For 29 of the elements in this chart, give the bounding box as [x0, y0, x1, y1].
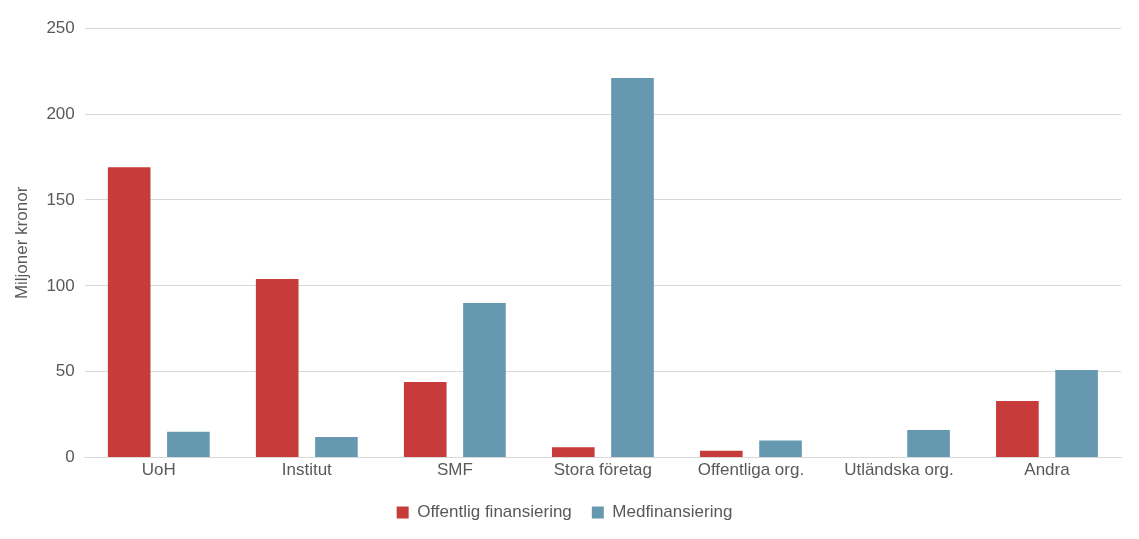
- bar: [699, 450, 743, 458]
- x-tick-label: Stora företag: [553, 460, 653, 480]
- y-axis-title: Miljoner kronor: [11, 186, 31, 300]
- y-tick-label: 0: [65, 447, 75, 467]
- bar: [463, 303, 506, 458]
- bar: [551, 447, 595, 458]
- x-tick-label: Offentliga org.: [697, 460, 805, 480]
- y-tick-label: 150: [46, 189, 75, 209]
- y-tick-label: 100: [46, 275, 75, 295]
- x-tick-label: UoH: [141, 460, 176, 480]
- y-tick-label: 50: [55, 361, 75, 381]
- y-tick-label: 200: [46, 103, 75, 123]
- bar: [255, 278, 299, 458]
- bar: [107, 167, 151, 458]
- x-tick-label: Utländska org.: [844, 460, 954, 480]
- legend-label: Medfinansiering: [612, 502, 733, 522]
- x-tick-label: SMF: [436, 460, 473, 480]
- bar: [907, 430, 950, 458]
- x-tick-label: Andra: [1024, 460, 1071, 480]
- y-tick-label: 250: [46, 17, 75, 37]
- bar: [996, 400, 1039, 458]
- bar: [611, 78, 654, 458]
- bar: [167, 431, 210, 458]
- legend-label: Offentlig finansiering: [417, 502, 572, 522]
- bar: [1055, 370, 1098, 458]
- bar: [759, 440, 802, 458]
- bar: [315, 436, 358, 458]
- x-tick-label: Institut: [281, 460, 333, 480]
- bar: [403, 382, 447, 458]
